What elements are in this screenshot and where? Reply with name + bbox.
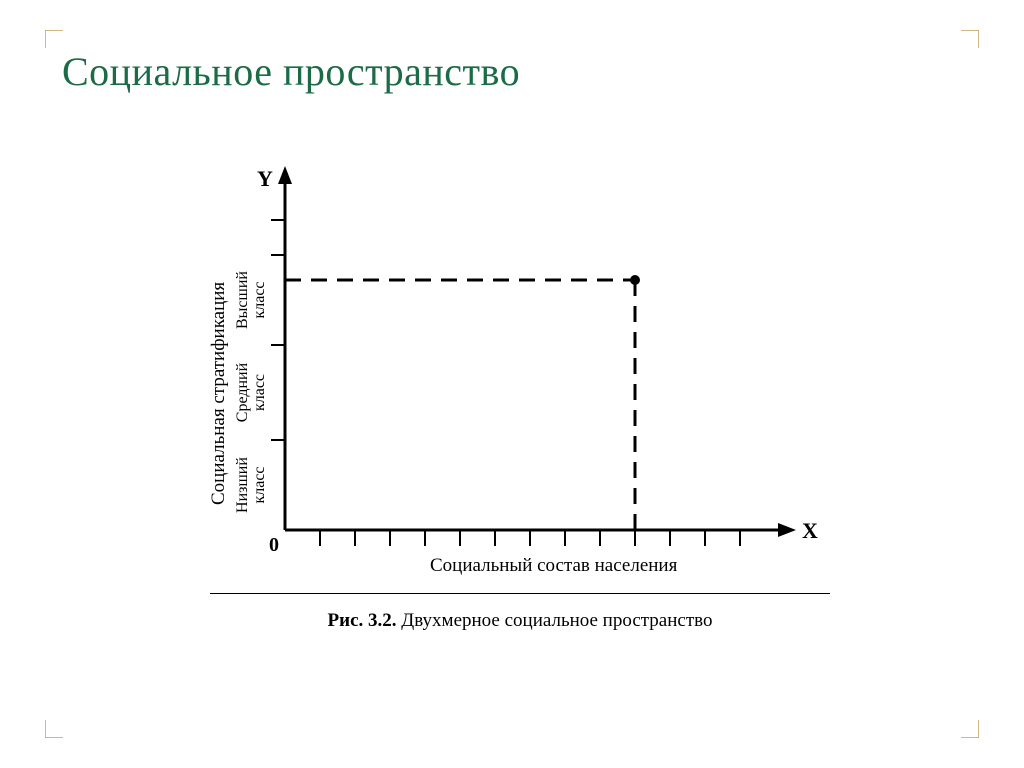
x-axis-title: Социальный состав населения: [430, 555, 677, 577]
figure-caption-text: Двухмерное социальное пространство: [401, 610, 712, 631]
y-axis-title: Социальная стратификация: [208, 282, 230, 505]
origin-label: 0: [269, 534, 279, 557]
x-axis-letter: X: [802, 518, 818, 544]
y-segment-label: Среднийкласс: [235, 345, 269, 440]
figure-number: Рис. 3.2.: [328, 610, 397, 631]
caption-separator: [210, 593, 830, 594]
y-segment-label: Низшийкласс: [235, 440, 269, 530]
chart: Социальная стратификация НизшийклассСред…: [200, 160, 840, 640]
figure-caption: Рис. 3.2. Двухмерное социальное простран…: [200, 610, 840, 632]
slide-title: Социальное пространство: [62, 48, 520, 95]
y-axis-letter: Y: [257, 166, 273, 192]
y-segment-label: Высшийкласс: [235, 255, 269, 345]
slide: Социальное пространство Социальная страт…: [0, 0, 1024, 768]
